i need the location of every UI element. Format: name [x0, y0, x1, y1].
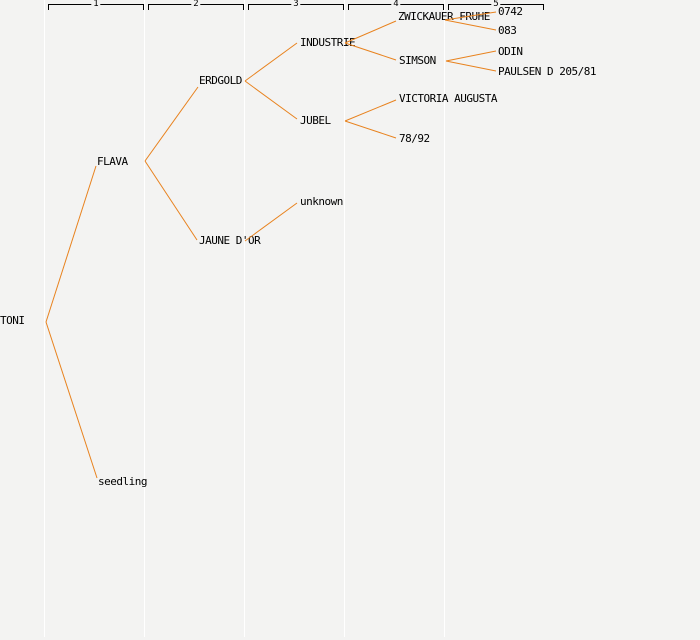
edge-erdgold-industrie — [244, 42, 298, 82]
node-jaune-dor[interactable]: JAUNE D'OR — [199, 234, 261, 247]
edge-flava-jaune-dor — [144, 160, 198, 241]
node-0742[interactable]: 0742 — [498, 5, 523, 18]
column-separator-line — [344, 0, 345, 637]
generation-bracket-5: 5 — [448, 0, 544, 10]
edge-jubel-victoria — [344, 99, 397, 122]
node-industrie[interactable]: INDUSTRIE — [300, 36, 356, 49]
node-odin[interactable]: ODIN — [498, 45, 523, 58]
edge-erdgold-jubel — [244, 80, 298, 120]
edge-simson-paulsen — [445, 60, 497, 72]
node-unknown[interactable]: unknown — [300, 195, 343, 208]
node-083[interactable]: 083 — [498, 24, 517, 37]
edge-simson-odin — [445, 50, 497, 62]
generation-number: 3 — [291, 0, 301, 9]
generation-bracket-4: 4 — [348, 0, 444, 10]
node-paulsen[interactable]: PAULSEN D 205/81 — [498, 65, 596, 78]
generation-bracket-2: 2 — [148, 0, 244, 10]
edge-flava-erdgold — [144, 86, 199, 162]
edge-jubel-78-92 — [344, 120, 397, 139]
edge-toni-flava — [45, 165, 97, 323]
node-78-92[interactable]: 78/92 — [399, 132, 430, 145]
column-separator-line — [444, 0, 445, 637]
column-separator-line — [244, 0, 245, 637]
column-separator-line — [144, 0, 145, 637]
generation-number: 1 — [91, 0, 101, 9]
node-simson[interactable]: SIMSON — [399, 54, 436, 67]
node-victoria[interactable]: VICTORIA AUGUSTA — [399, 92, 497, 105]
edge-toni-seedling — [45, 321, 98, 479]
generation-number: 2 — [191, 0, 201, 9]
node-flava[interactable]: FLAVA — [97, 155, 128, 168]
node-erdgold[interactable]: ERDGOLD — [199, 74, 242, 87]
column-separator-line — [44, 0, 45, 637]
generation-bracket-1: 1 — [48, 0, 144, 10]
node-zwickauer[interactable]: ZWICKAUER FRUHE — [398, 10, 490, 23]
node-seedling[interactable]: seedling — [98, 475, 147, 488]
generation-number: 4 — [391, 0, 401, 9]
node-jubel[interactable]: JUBEL — [300, 114, 331, 127]
generation-bracket-3: 3 — [248, 0, 344, 10]
node-toni[interactable]: TONI — [0, 314, 25, 327]
generation-number: 5 — [491, 0, 501, 9]
